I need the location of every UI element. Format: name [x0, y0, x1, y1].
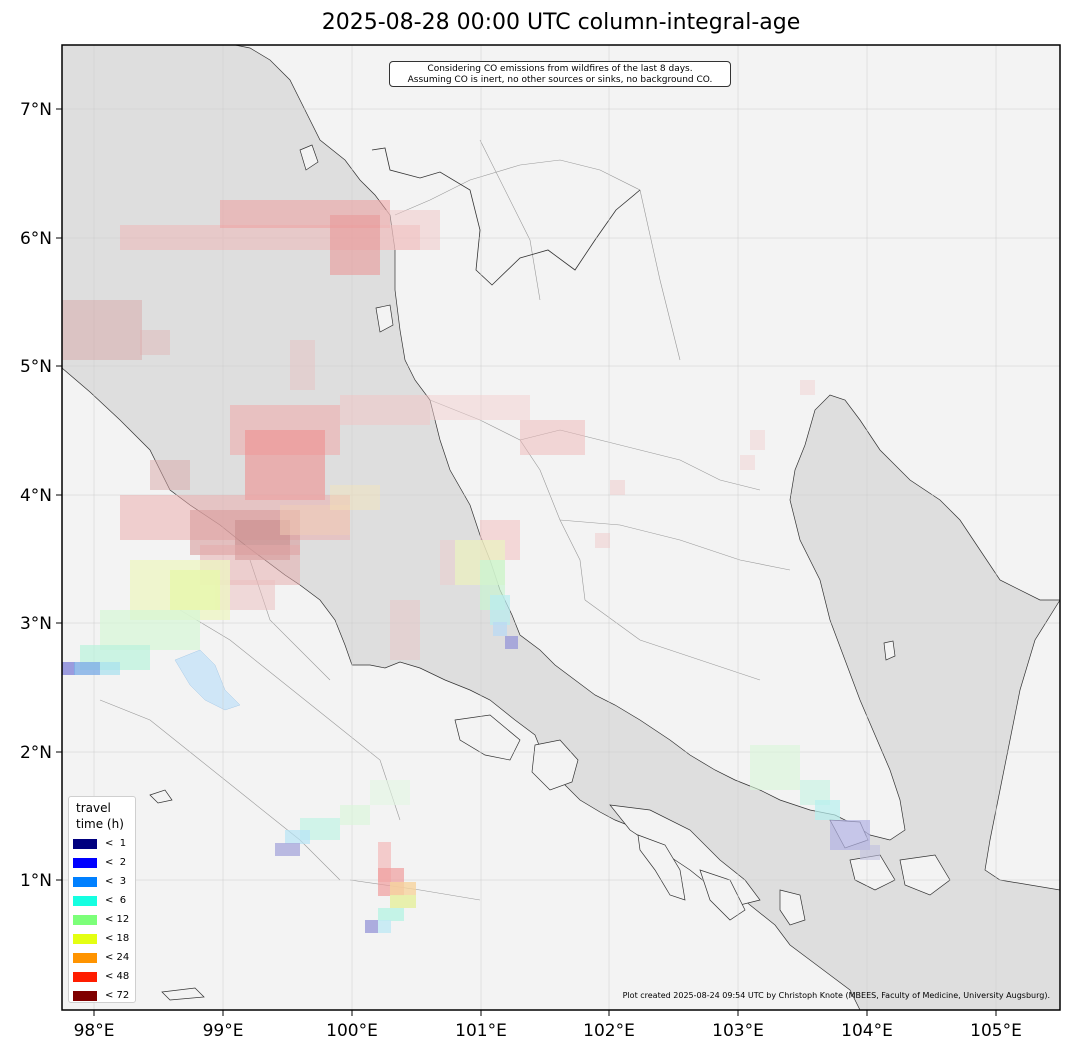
- island-riau-2: [637, 834, 686, 901]
- legend-swatch: [73, 953, 97, 963]
- legend-item: < 6: [73, 895, 135, 907]
- legend: travel time (h) < 1 < 2 < 3 < 6 < 12 < 18 < 24…: [68, 796, 136, 1003]
- lat-tick-label: 2°N: [20, 743, 52, 763]
- legend-swatch: [73, 839, 97, 849]
- legend-item: < 3: [73, 876, 135, 888]
- lon-tick-label: 102°E: [583, 1021, 635, 1041]
- lat-tick-label: 3°N: [20, 614, 52, 634]
- island-riau-5: [454, 714, 521, 761]
- smoke-age-cells: [62, 200, 880, 933]
- legend-swatch: [73, 877, 97, 887]
- lon-tick-label: 103°E: [712, 1021, 764, 1041]
- lon-tick-label: 99°E: [203, 1021, 244, 1041]
- legend-title-line-1: travel: [76, 801, 111, 815]
- legend-item: < 1: [73, 838, 135, 850]
- island-small-sw: [149, 789, 173, 804]
- island-small-west: [161, 987, 205, 1001]
- legend-label: < 2: [105, 857, 127, 868]
- legend-label: < 3: [105, 876, 127, 887]
- legend-label: < 1: [105, 838, 127, 849]
- lat-tick-label: 7°N: [20, 100, 52, 120]
- island-langkawi: [299, 144, 319, 171]
- lon-tick-label: 100°E: [326, 1021, 378, 1041]
- map-area: [62, 45, 1060, 1010]
- legend-label: < 6: [105, 895, 127, 906]
- legend-item: < 2: [73, 857, 135, 869]
- legend-label: < 18: [105, 933, 130, 944]
- legend-swatch: [73, 991, 97, 1001]
- landmass-malay-peninsula: [234, 45, 1060, 841]
- legend-item: < 72: [73, 990, 135, 1002]
- landmass-borneo: [984, 599, 1060, 891]
- legend-swatch: [73, 934, 97, 944]
- note-line-2: Assuming CO is inert, no other sources o…: [407, 75, 713, 85]
- legend-item: < 48: [73, 971, 135, 983]
- legend-item: < 18: [73, 933, 135, 945]
- island-penang: [375, 304, 394, 333]
- island-anambas: [883, 640, 896, 661]
- credit-text: Plot created 2025-08-24 09:54 UTC by Chr…: [622, 991, 1050, 1000]
- legend-swatch: [73, 972, 97, 982]
- legend-label: < 12: [105, 914, 130, 925]
- legend-item: < 12: [73, 914, 135, 926]
- map-title: 2025-08-28 00:00 UTC column-integral-age: [321, 10, 801, 35]
- lon-tick-label: 98°E: [74, 1021, 115, 1041]
- lat-tick-label: 6°N: [20, 229, 52, 249]
- island-riau-4: [531, 739, 579, 791]
- legend-title-line-2: time (h): [76, 817, 124, 831]
- island-riau-6: [779, 889, 806, 926]
- lat-tick-label: 1°N: [20, 871, 52, 891]
- lon-tick-label: 104°E: [841, 1021, 893, 1041]
- legend-swatch: [73, 858, 97, 868]
- legend-label: < 24: [105, 952, 130, 963]
- lat-tick-label: 4°N: [20, 486, 52, 506]
- legend-label: < 72: [105, 990, 130, 1001]
- lake-toba: [174, 649, 241, 711]
- legend-label: < 48: [105, 971, 130, 982]
- island-riau-8: [899, 854, 951, 896]
- legend-swatch: [73, 915, 97, 925]
- assumption-note: Considering CO emissions from wildfires …: [389, 61, 731, 87]
- lon-tick-label: 101°E: [455, 1021, 507, 1041]
- tick-marks: [56, 108, 997, 1016]
- legend-swatch: [73, 896, 97, 906]
- legend-title: travel time (h): [76, 800, 124, 832]
- thai-border: [371, 147, 641, 286]
- lon-tick-label: 105°E: [970, 1021, 1022, 1041]
- note-line-1: Considering CO emissions from wildfires …: [427, 64, 693, 74]
- island-riau-3: [699, 869, 746, 921]
- lat-tick-label: 5°N: [20, 357, 52, 377]
- plot-frame: [61, 44, 1061, 1011]
- legend-item: < 24: [73, 952, 135, 964]
